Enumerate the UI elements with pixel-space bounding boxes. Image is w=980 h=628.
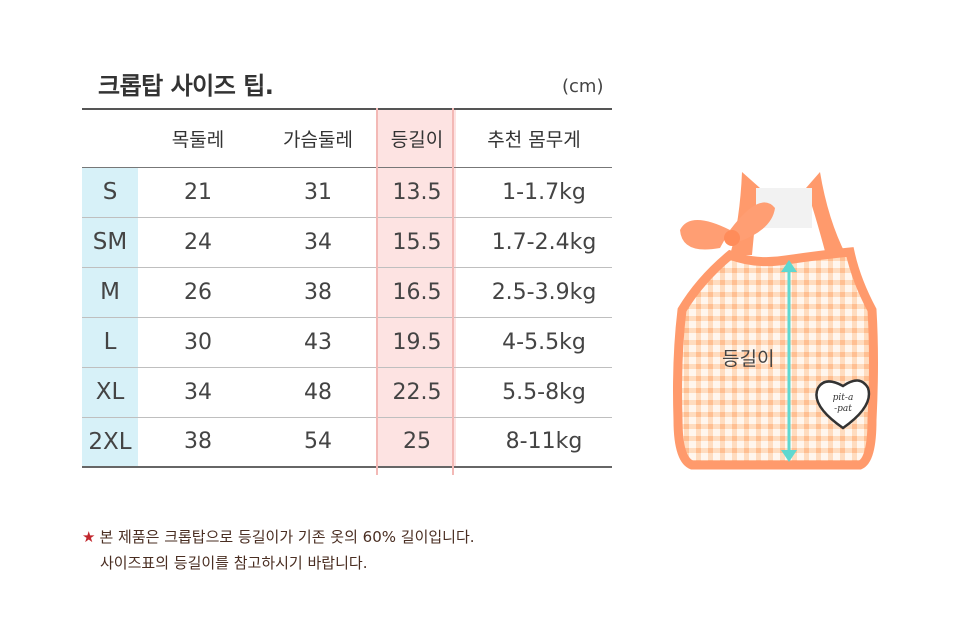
star-icon: ★	[82, 528, 96, 546]
size-table-container: 목둘레 가슴둘레 등길이 추천 몸무게 S 21 31 13.5 1-1.7kg…	[82, 108, 612, 475]
chest-cell: 31	[304, 179, 332, 205]
table-row: L 30 43 19.5 4-5.5kg	[82, 317, 612, 367]
header-weight: 추천 몸무게	[487, 128, 581, 151]
page-title: 크롭탑 사이즈 팁.	[98, 72, 274, 100]
neck-cell: 24	[184, 229, 212, 255]
note-line-2: 사이즈표의 등길이를 참고하시기 바랍니다.	[100, 554, 368, 572]
header-size	[82, 109, 138, 167]
unit-label: (cm)	[562, 76, 604, 97]
note-line-1: ★ 본 제품은 크롭탑으로 등길이가 기존 옷의 60% 길이입니다.	[82, 524, 475, 550]
crop-top-illustration: pit-a -pat	[673, 172, 878, 470]
chest-cell: 43	[304, 329, 332, 355]
body-fabric	[673, 247, 878, 470]
size-cell: XL	[82, 367, 138, 417]
size-cell: S	[82, 167, 138, 217]
header-back-length: 등길이	[378, 109, 456, 167]
size-cell: SM	[82, 217, 138, 267]
size-note: ★ 본 제품은 크롭탑으로 등길이가 기존 옷의 60% 길이입니다. 사이즈표의…	[82, 524, 475, 576]
header-neck: 목둘레	[171, 128, 225, 151]
chest-cell: 38	[304, 279, 332, 305]
back-length-cell: 22.5	[378, 367, 456, 417]
right-strap	[806, 172, 846, 255]
weight-cell: 2.5-3.9kg	[491, 279, 597, 305]
back-length-cell: 15.5	[378, 217, 456, 267]
weight-cell: 1-1.7kg	[502, 179, 586, 205]
neck-cell: 34	[184, 379, 212, 405]
size-cell: M	[82, 267, 138, 317]
patch-text-top: pit-a	[833, 393, 854, 403]
table-row: SM 24 34 15.5 1.7-2.4kg	[82, 217, 612, 267]
heart-patch-icon: pit-a -pat	[815, 379, 871, 430]
neck-cell: 26	[184, 279, 212, 305]
patch-text-bottom: -pat	[834, 404, 852, 414]
table-row: 2XL 38 54 25 8-11kg	[82, 417, 612, 467]
weight-cell: 1.7-2.4kg	[491, 229, 597, 255]
back-length-cell: 16.5	[378, 267, 456, 317]
table-row: M 26 38 16.5 2.5-3.9kg	[82, 267, 612, 317]
bow-icon	[680, 202, 775, 250]
chest-cell: 54	[304, 429, 332, 455]
weight-cell: 5.5-8kg	[502, 379, 586, 405]
neck-cell: 21	[184, 179, 212, 205]
table-row: S 21 31 13.5 1-1.7kg	[82, 167, 612, 217]
back-length-cell: 19.5	[378, 317, 456, 367]
size-cell: L	[82, 317, 138, 367]
neck-cell: 30	[184, 329, 212, 355]
chest-cell: 48	[304, 379, 332, 405]
note-line-1-text: 본 제품은 크롭탑으로 등길이가 기존 옷의 60% 길이입니다.	[99, 528, 475, 546]
back-length-cell: 25	[378, 417, 456, 467]
weight-cell: 8-11kg	[505, 429, 583, 455]
table-row: XL 34 48 22.5 5.5-8kg	[82, 367, 612, 417]
size-cell: 2XL	[82, 417, 138, 467]
back-length-cell: 13.5	[378, 167, 456, 217]
back-length-arrow-icon	[781, 260, 797, 462]
back-length-label: 등길이	[722, 348, 775, 370]
table-header-row: 목둘레 가슴둘레 등길이 추천 몸무게	[82, 109, 612, 167]
chest-cell: 34	[304, 229, 332, 255]
size-table: 목둘레 가슴둘레 등길이 추천 몸무게 S 21 31 13.5 1-1.7kg…	[82, 108, 612, 468]
header-chest: 가슴둘레	[283, 128, 353, 151]
weight-cell: 4-5.5kg	[502, 329, 586, 355]
neck-cell: 38	[184, 429, 212, 455]
